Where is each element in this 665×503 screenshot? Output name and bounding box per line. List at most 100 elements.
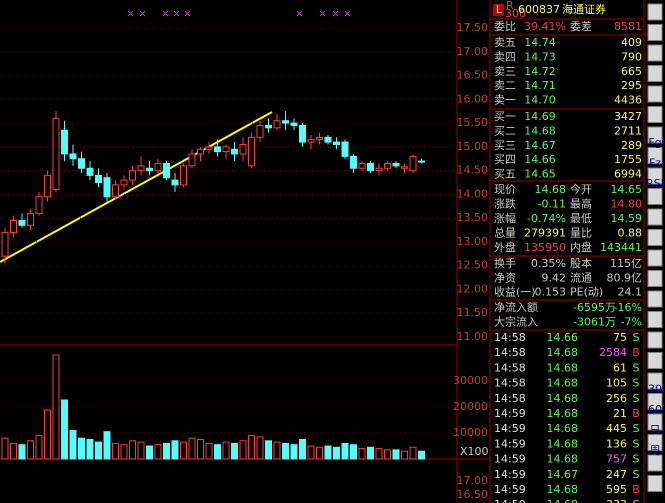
tool-icon[interactable]	[647, 147, 663, 164]
y-tick-label: 13.50	[457, 211, 489, 224]
tool-label[interactable]: 日	[650, 424, 661, 437]
stat-label: 最高	[570, 197, 592, 211]
candle-body	[95, 174, 102, 184]
tool-icon[interactable]	[647, 331, 663, 349]
volume-bar	[171, 440, 179, 460]
volume-bar	[52, 354, 60, 460]
trade-volume: 21	[613, 407, 627, 420]
book-volume: 1755	[614, 153, 642, 166]
y-tick-label: 17.00	[457, 45, 489, 58]
badge-bg	[493, 4, 504, 16]
tool-icon[interactable]	[647, 434, 663, 451]
tool-icon[interactable]	[647, 229, 663, 246]
volume-bar	[78, 437, 85, 460]
tool-icon[interactable]	[647, 3, 663, 21]
trade-side: S	[633, 498, 640, 503]
market: 300	[505, 7, 526, 20]
stat-value: 135950	[524, 241, 566, 254]
trade-side: S	[633, 377, 640, 390]
candle-body	[78, 158, 85, 169]
tool-icon[interactable]	[647, 65, 663, 82]
book-volume: 6994	[614, 168, 642, 181]
tool-icon[interactable]	[647, 126, 663, 144]
book-price: 14.74	[524, 36, 556, 49]
tool-icon[interactable]	[647, 372, 663, 390]
tool-label[interactable]: Fg	[648, 136, 661, 149]
candle-body	[248, 136, 255, 167]
volume-bar	[333, 446, 340, 460]
tool-label[interactable]: 60	[648, 403, 662, 416]
book-label: 买三	[494, 139, 516, 152]
tool-label[interactable]: 30	[648, 383, 662, 396]
y-tick-label: 16.00	[457, 92, 489, 105]
trade-time: 14:58	[494, 331, 526, 344]
volume-bar	[180, 441, 187, 460]
tool-icon[interactable]	[647, 352, 663, 369]
y-tick-label: 13.00	[457, 235, 489, 248]
book-price: 14.67	[524, 139, 556, 152]
book-volume: 295	[621, 79, 642, 92]
book-volume: 665	[621, 65, 642, 78]
stat-label: 量比	[570, 227, 592, 240]
tool-label[interactable]: RSI	[646, 177, 664, 190]
trade-price: 14.68	[547, 453, 579, 466]
info-label: PE(动)	[570, 286, 603, 299]
trade-side: B	[632, 346, 640, 359]
volume-bar	[69, 429, 77, 460]
book-price: 14.69	[524, 110, 556, 123]
candle-body	[222, 146, 230, 153]
candle-body	[146, 167, 153, 172]
trend-line[interactable]	[0, 111, 273, 263]
book-volume: 2711	[614, 124, 642, 137]
candle-body	[409, 155, 417, 172]
volume-bar	[231, 442, 238, 460]
tool-icon[interactable]	[647, 24, 663, 41]
trade-side: S	[633, 468, 640, 481]
candle-body	[129, 170, 136, 181]
volume-bar	[392, 449, 400, 460]
trade-price: 14.68	[547, 377, 579, 390]
tool-icon[interactable]	[647, 290, 663, 308]
trade-time: 14:58	[494, 377, 526, 390]
trade-time: 14:59	[494, 468, 526, 481]
book-label: 卖三	[494, 65, 516, 78]
stat-value: 0.88	[618, 227, 643, 240]
book-price: 14.73	[524, 50, 556, 63]
volume-bar	[112, 442, 119, 460]
info-value: 9.42	[542, 271, 567, 284]
tool-icon[interactable]	[647, 311, 663, 328]
volume-bar	[299, 439, 306, 460]
y-tick-label: 11.00	[457, 330, 489, 343]
tool-icon[interactable]	[647, 167, 663, 185]
tool-icon[interactable]	[647, 106, 663, 123]
stat-label: 外盘	[494, 240, 516, 254]
tool-icon[interactable]	[647, 270, 663, 287]
stat-label: 涨跌	[494, 197, 516, 211]
candle-body	[197, 148, 204, 155]
volume-bar	[307, 445, 315, 460]
tool-icon[interactable]	[647, 85, 663, 103]
tool-icon[interactable]	[647, 44, 663, 62]
candle-body	[341, 141, 349, 157]
tool-label[interactable]: Fz	[649, 157, 661, 170]
info-value: 80.9亿	[607, 271, 643, 284]
y-tick-label: 16.50	[457, 69, 489, 82]
tool-label[interactable]: 周	[650, 444, 661, 457]
tool-icon[interactable]	[647, 249, 663, 267]
candle-body	[367, 162, 374, 172]
candle-body	[231, 148, 238, 155]
tool-icon[interactable]	[647, 475, 663, 492]
stat-label: 今开	[570, 182, 592, 196]
trade-time: 14:59	[494, 498, 526, 503]
tool-icon[interactable]	[647, 188, 663, 205]
stat-value: 14.65	[611, 183, 643, 196]
tool-icon[interactable]	[647, 413, 663, 431]
volume-bar	[375, 448, 383, 460]
volume-bar	[273, 441, 281, 460]
tool-icon[interactable]	[647, 454, 663, 472]
candle-body	[205, 146, 213, 150]
tool-icon[interactable]	[647, 208, 663, 226]
candle-body	[273, 120, 281, 129]
tool-icon[interactable]	[647, 393, 663, 410]
candle-body	[44, 174, 51, 198]
